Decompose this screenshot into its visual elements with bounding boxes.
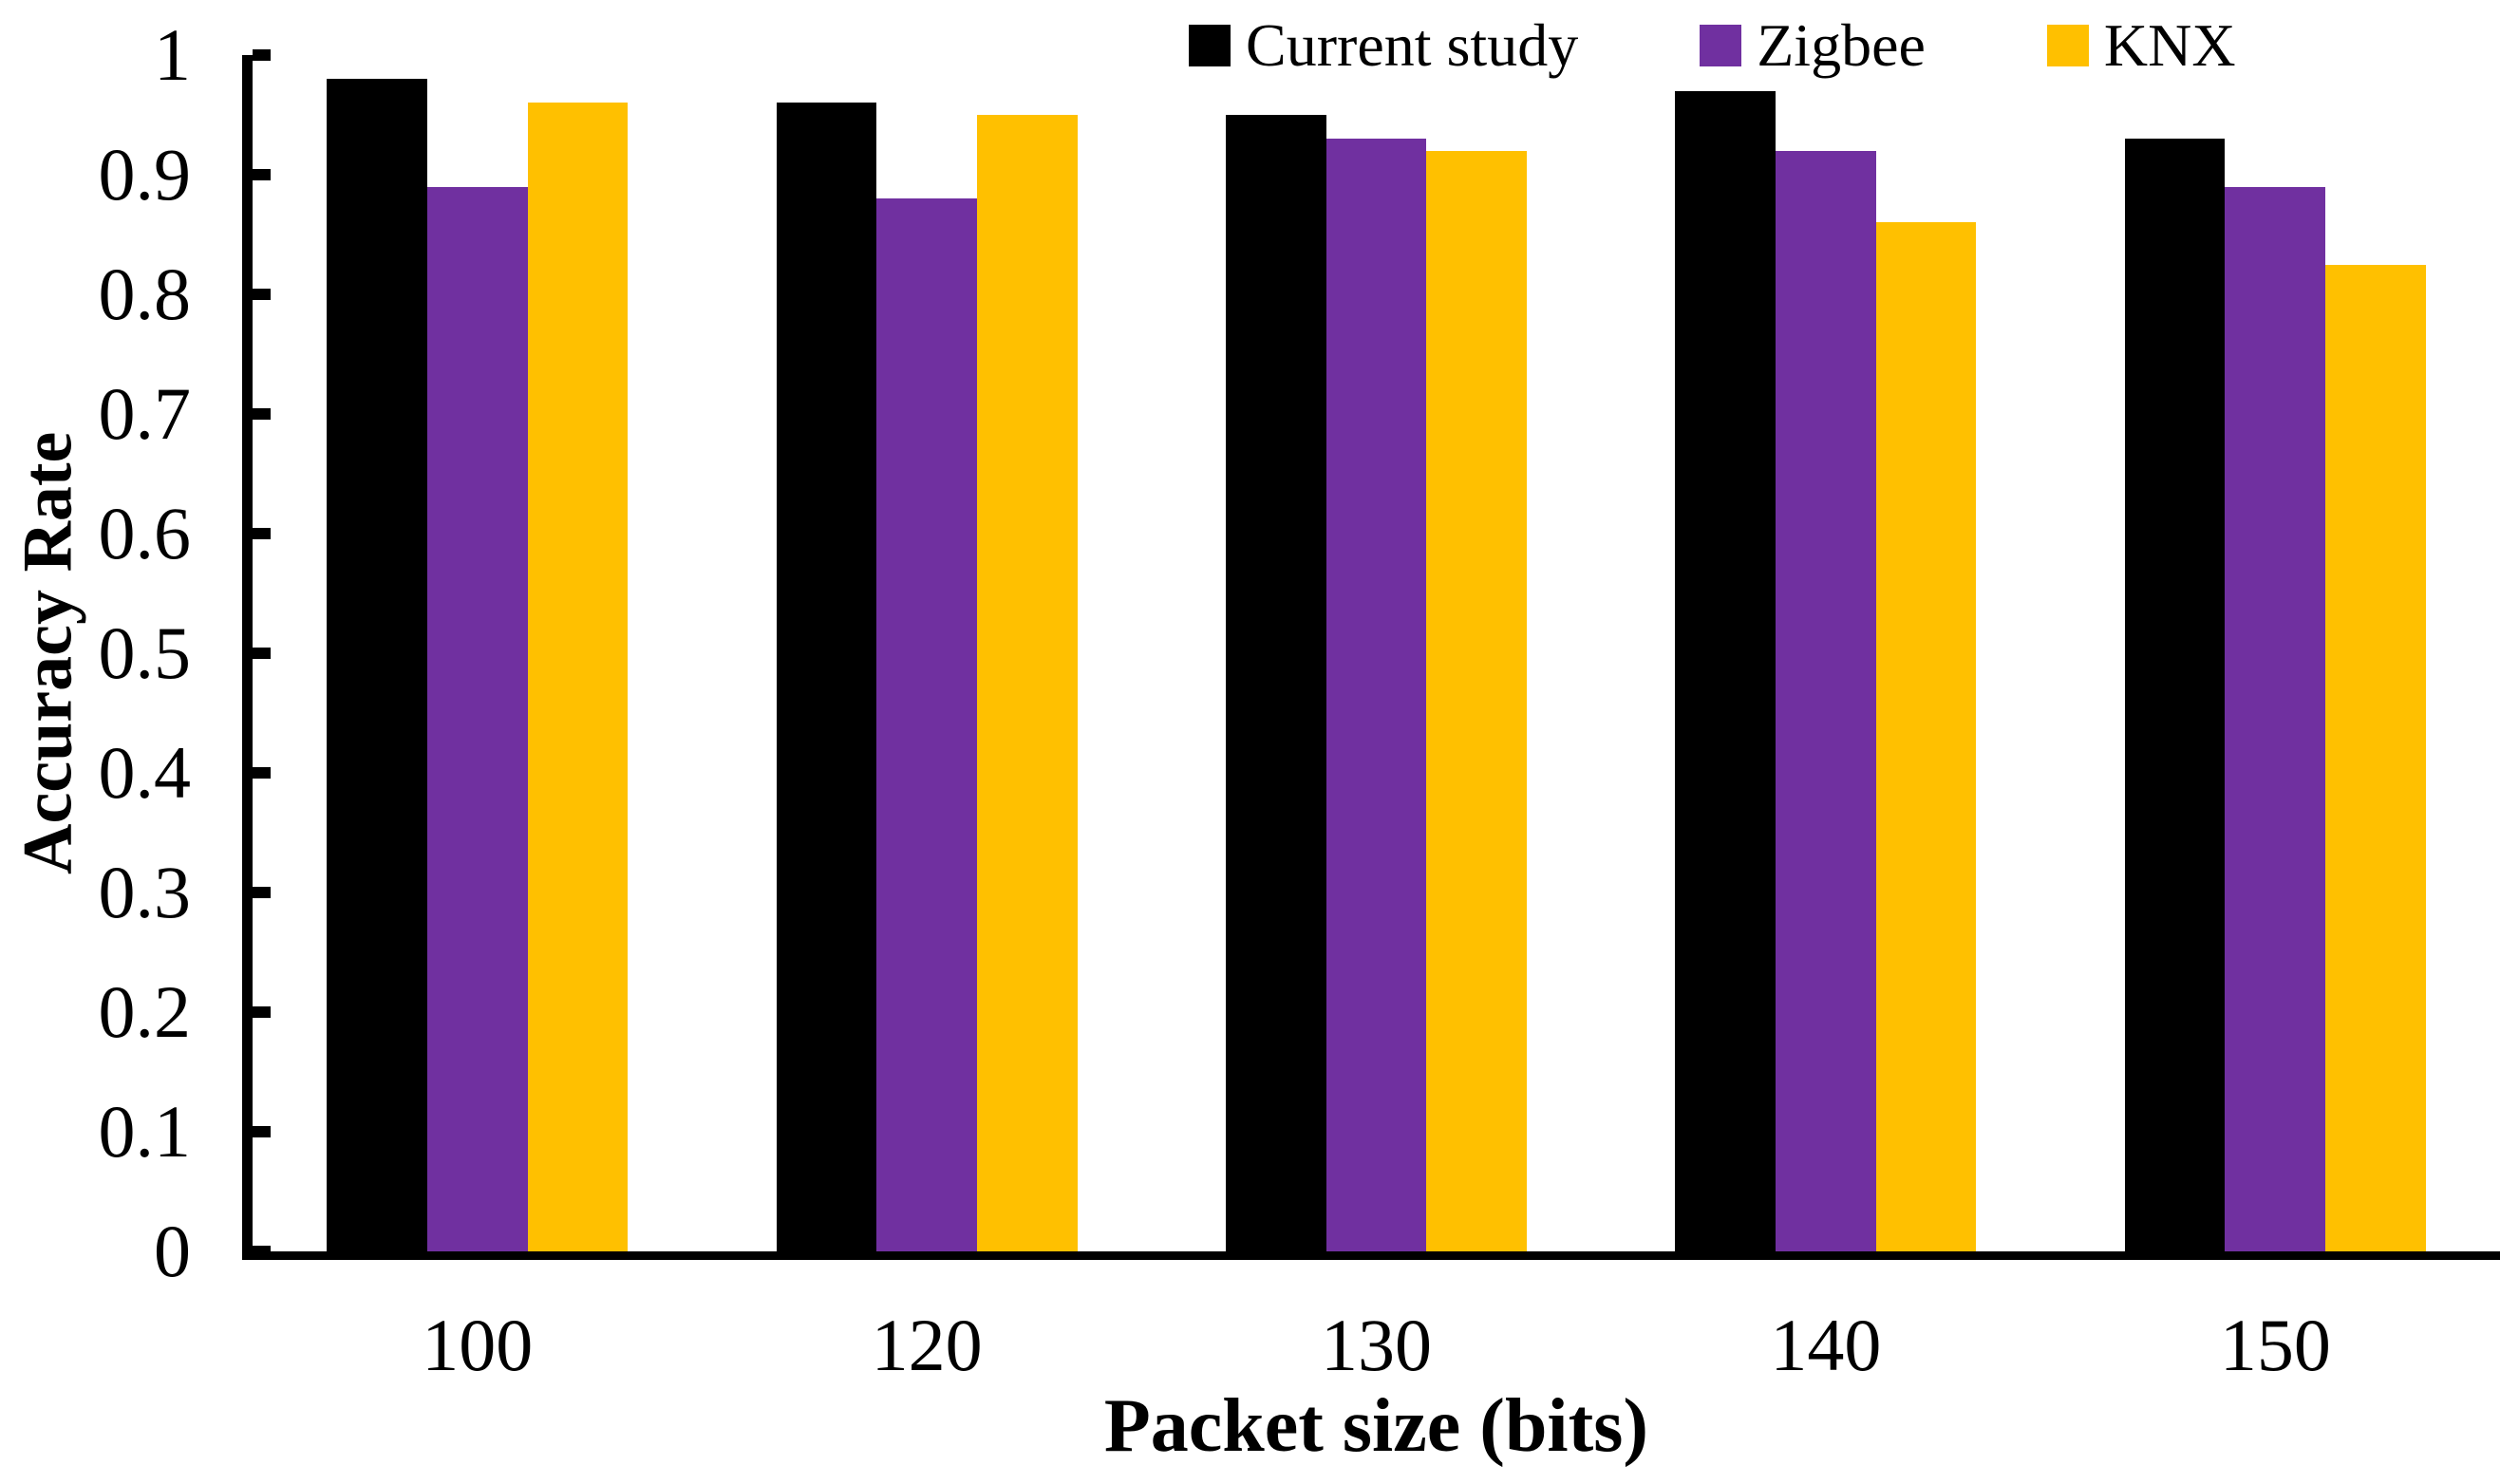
bar-knx-140	[1875, 222, 1977, 1251]
y-tick-label-0.8: 0.8	[98, 253, 192, 335]
bar-knx-150	[2325, 264, 2426, 1251]
bar-group-150	[2051, 55, 2500, 1251]
y-tick-mark-0.1	[253, 1126, 271, 1137]
bar-cluster-130	[1225, 55, 1528, 1251]
bar-cluster-150	[2124, 55, 2426, 1251]
y-tick-mark-0.6	[253, 528, 271, 539]
bar-zigbee-130	[1325, 139, 1427, 1251]
bar-knx-100	[527, 103, 629, 1251]
bar-cluster-100	[327, 55, 629, 1251]
legend-item-knx: KNX	[2046, 11, 2236, 79]
y-tick-label-1: 1	[154, 13, 191, 96]
x-tick-label-120: 120	[871, 1304, 983, 1386]
bar-cluster-120	[776, 55, 1078, 1251]
bar-zigbee-120	[876, 198, 977, 1251]
legend-item-zigbee: Zigbee	[1700, 15, 1926, 76]
legend-marker-icon	[1700, 25, 1742, 66]
y-tick-mark-0.5	[253, 648, 271, 659]
plot-area: 0 0.1 0.2 0.3 0.4 0.5 0.6 0.7 0.8 0.9 1	[99, 18, 2500, 1288]
bar-current-study-150	[2124, 139, 2226, 1251]
x-axis-tick-labels: 100 120 130 140 150	[253, 1308, 2500, 1382]
bar-knx-130	[1426, 150, 1528, 1251]
y-tick-mark-0.7	[253, 408, 271, 420]
legend-item-current-study: Current study	[1189, 15, 1578, 76]
bar-group-130	[1152, 55, 1601, 1251]
bar-zigbee-150	[2225, 186, 2326, 1251]
x-tick-label-150: 150	[2219, 1304, 2331, 1386]
bar-current-study-130	[1225, 115, 1326, 1251]
bar-cluster-140	[1675, 55, 1977, 1251]
chart-legend: Current study Zigbee KNX	[1189, 11, 2236, 80]
legend-marker-icon	[2046, 25, 2089, 66]
y-tick-mark-0.4	[253, 767, 271, 779]
y-tick-mark-1	[253, 49, 271, 61]
y-tick-mark-0.2	[253, 1006, 271, 1018]
y-tick-label-0.1: 0.1	[98, 1090, 192, 1173]
y-tick-label-0.7: 0.7	[98, 372, 192, 455]
y-tick-label-0: 0	[154, 1210, 191, 1292]
bar-group-120	[702, 55, 1151, 1251]
x-tick-label-130: 130	[1321, 1304, 1433, 1386]
y-tick-mark-0.8	[253, 289, 271, 300]
legend-label: KNX	[2103, 11, 2236, 79]
bar-groups	[253, 55, 2500, 1251]
legend-label: Current study	[1246, 11, 1579, 79]
y-tick-label-0.9: 0.9	[98, 133, 192, 216]
x-tick-label-140: 140	[1770, 1304, 1882, 1386]
bar-group-140	[1601, 55, 2050, 1251]
y-tick-mark-0.3	[253, 887, 271, 898]
y-tick-label-0.4: 0.4	[98, 731, 192, 814]
legend-label: Zigbee	[1757, 11, 1926, 79]
bar-knx-120	[976, 115, 1078, 1251]
bar-zigbee-100	[426, 186, 528, 1251]
bar-current-study-100	[327, 79, 427, 1251]
y-tick-label-0.2: 0.2	[98, 970, 192, 1053]
y-tick-mark-0	[253, 1246, 271, 1257]
bar-current-study-120	[776, 103, 877, 1251]
x-tick-label-100: 100	[422, 1304, 534, 1386]
y-tick-label-0.5: 0.5	[98, 611, 192, 694]
y-tick-mark-0.9	[253, 169, 271, 180]
y-tick-label-0.3: 0.3	[98, 851, 192, 933]
legend-marker-icon	[1189, 25, 1231, 66]
bar-zigbee-140	[1776, 150, 1876, 1251]
bar-group-100	[253, 55, 702, 1251]
y-tick-label-0.6: 0.6	[98, 492, 192, 574]
x-axis-title: Packet size (bits)	[1103, 1384, 1649, 1468]
bar-current-study-140	[1675, 90, 1776, 1251]
